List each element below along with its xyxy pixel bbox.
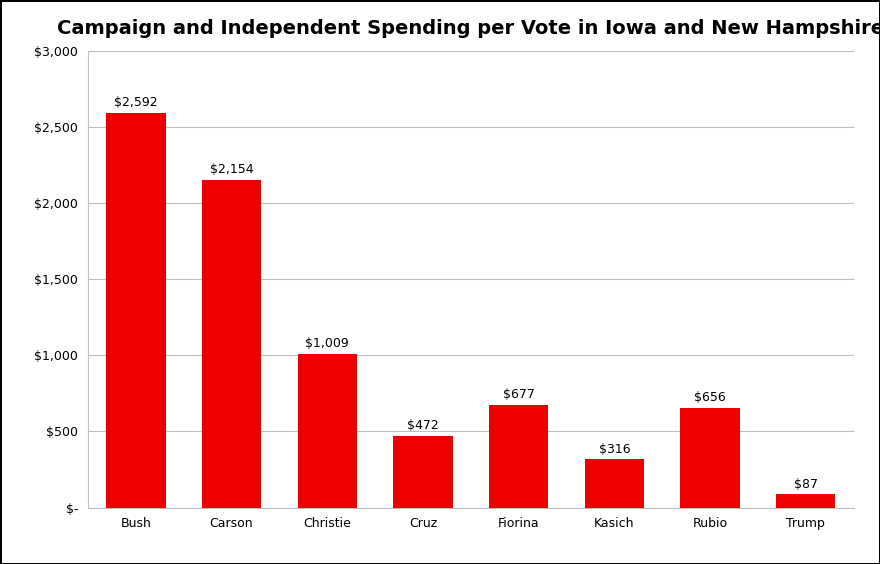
- Bar: [680, 408, 740, 508]
- Text: $677: $677: [502, 387, 534, 400]
- Bar: [393, 436, 452, 508]
- Bar: [489, 404, 548, 508]
- Text: $656: $656: [694, 391, 726, 404]
- Text: $316: $316: [598, 443, 630, 456]
- Bar: [584, 460, 644, 508]
- Text: $2,592: $2,592: [114, 96, 158, 109]
- Bar: [202, 179, 261, 508]
- Bar: [776, 495, 835, 508]
- Text: $1,009: $1,009: [305, 337, 349, 350]
- Bar: [106, 113, 165, 508]
- Text: $472: $472: [407, 419, 439, 432]
- Bar: [297, 354, 357, 508]
- Text: $87: $87: [794, 478, 818, 491]
- Title: Campaign and Independent Spending per Vote in Iowa and New Hampshire: Campaign and Independent Spending per Vo…: [57, 19, 880, 38]
- Text: $2,154: $2,154: [209, 163, 253, 176]
